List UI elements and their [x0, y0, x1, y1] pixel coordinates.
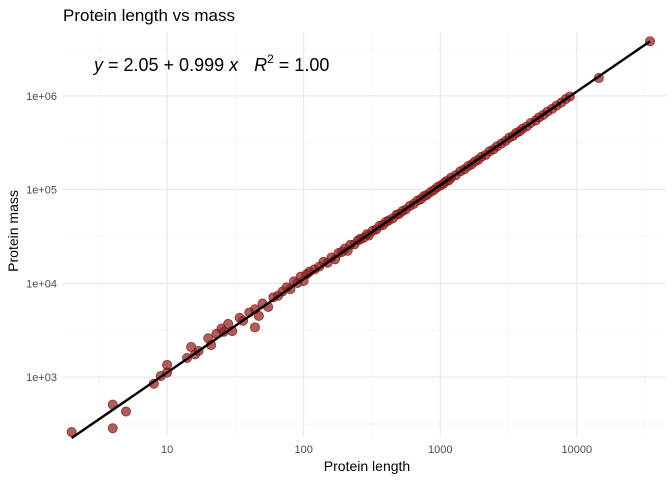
eq-r-exp: 2: [267, 52, 274, 66]
eq-r-var: R: [254, 55, 267, 75]
regression-line: [70, 40, 651, 440]
y-tick-label: 1e+04: [26, 278, 57, 290]
x-tick-label: 10: [161, 444, 173, 456]
grid: [62, 32, 666, 437]
eq-y-var: y: [92, 55, 104, 75]
chart-title: Protein length vs mass: [63, 6, 235, 25]
data-point: [162, 359, 173, 370]
x-axis-title: Protein length: [324, 458, 410, 474]
eq-lhs-rest: = 2.05 + 0.999: [103, 55, 229, 75]
y-tick-label: 1e+05: [26, 185, 57, 197]
fit-line-group: [70, 40, 651, 440]
y-tick-label: 1e+03: [26, 372, 57, 384]
data-point: [120, 406, 131, 417]
y-axis-title: Protein mass: [5, 190, 21, 272]
data-point: [107, 423, 118, 434]
eq-x-var: x: [228, 55, 239, 75]
x-tick-label: 1000: [428, 444, 452, 456]
data-point: [249, 322, 260, 333]
x-tick-label: 100: [294, 444, 312, 456]
data-point: [253, 310, 264, 321]
regression-equation: y = 2.05 + 0.999 x R2 = 1.00: [92, 52, 329, 75]
eq-rhs: = 1.00: [274, 55, 330, 75]
y-tick-label: 1e+06: [26, 91, 57, 103]
x-axis-ticks: 10 100 1000 10000: [161, 444, 592, 456]
x-tick-label: 10000: [561, 444, 592, 456]
y-axis-ticks: 1e+03 1e+04 1e+05 1e+06: [26, 91, 57, 384]
